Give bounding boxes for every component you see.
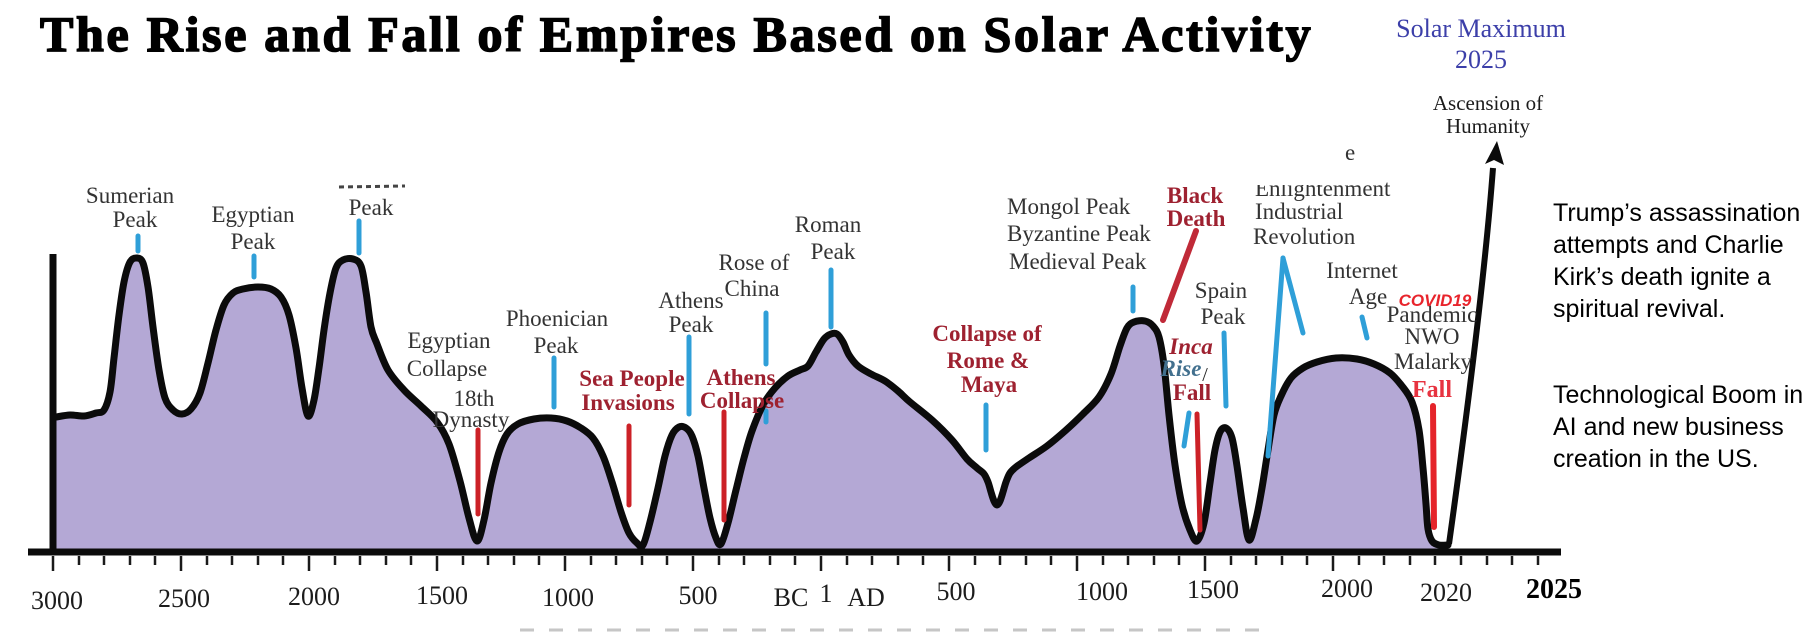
svg-text:Athens: Athens — [706, 365, 775, 390]
svg-text:Phoenician: Phoenician — [506, 306, 609, 331]
svg-text:Peak: Peak — [669, 312, 714, 337]
svg-text:Byzantine Peak: Byzantine Peak — [1007, 221, 1151, 246]
svg-text:Peak: Peak — [231, 229, 276, 254]
svg-text:Black: Black — [1167, 183, 1223, 208]
svg-text:Sea People: Sea People — [579, 366, 684, 391]
svg-text:2020: 2020 — [1420, 578, 1472, 607]
svg-text:Revolution: Revolution — [1253, 224, 1356, 249]
svg-text:Peak: Peak — [349, 195, 394, 220]
svg-text:1500: 1500 — [416, 581, 468, 610]
svg-text:Kirk’s death ignite a: Kirk’s death ignite a — [1553, 263, 1771, 291]
svg-text:2000: 2000 — [288, 582, 340, 611]
svg-text:Egyptian: Egyptian — [407, 328, 491, 353]
svg-text:/: / — [1202, 364, 1208, 386]
svg-text:Roman: Roman — [795, 212, 862, 237]
svg-text:NWO: NWO — [1405, 324, 1460, 349]
svg-text:Sumerian: Sumerian — [86, 183, 175, 208]
svg-text:Medieval Peak: Medieval Peak — [1009, 249, 1147, 274]
svg-text:1000: 1000 — [542, 583, 594, 612]
svg-text:e: e — [1345, 140, 1355, 165]
svg-text:China: China — [725, 276, 780, 301]
svg-text:Dynasty: Dynasty — [433, 407, 510, 432]
svg-text:Rise: Rise — [1160, 356, 1202, 381]
svg-text:Athens: Athens — [658, 288, 723, 313]
svg-text:2025: 2025 — [1526, 574, 1582, 605]
svg-text:Industrial: Industrial — [1255, 199, 1343, 224]
svg-text:18th: 18th — [454, 386, 495, 411]
svg-text:AD: AD — [847, 583, 885, 612]
svg-text:Collapse: Collapse — [700, 388, 784, 413]
svg-text:3000: 3000 — [31, 586, 83, 615]
svg-text:Fall: Fall — [1173, 380, 1211, 405]
svg-text:Collapse: Collapse — [407, 356, 488, 381]
svg-text:1: 1 — [820, 579, 833, 608]
svg-text:Peak: Peak — [811, 239, 856, 264]
svg-text:spiritual revival.: spiritual revival. — [1553, 295, 1725, 323]
svg-text:Mongol Peak: Mongol Peak — [1007, 194, 1131, 219]
svg-text:500: 500 — [679, 581, 718, 610]
svg-text:Ascension of: Ascension of — [1433, 91, 1543, 115]
svg-text:Peak: Peak — [534, 333, 579, 358]
svg-text:Technological Boom in: Technological Boom in — [1553, 381, 1803, 409]
svg-text:2025: 2025 — [1455, 45, 1507, 74]
svg-text:Age: Age — [1349, 284, 1387, 309]
svg-text:2000: 2000 — [1321, 574, 1373, 603]
svg-text:attempts and Charlie: attempts and Charlie — [1553, 231, 1784, 259]
svg-text:Collapse of: Collapse of — [932, 321, 1042, 346]
svg-text:Internet: Internet — [1326, 258, 1398, 283]
svg-text:Malarky: Malarky — [1394, 349, 1472, 374]
svg-text:Rome &: Rome & — [947, 348, 1029, 373]
svg-text:1000: 1000 — [1076, 577, 1128, 606]
svg-text:AI and new business: AI and new business — [1553, 413, 1784, 441]
svg-text:Solar Maximum: Solar Maximum — [1396, 14, 1566, 43]
svg-text:COVID19: COVID19 — [1399, 291, 1472, 310]
svg-text:Death: Death — [1167, 206, 1226, 231]
svg-text:Trump’s assassination: Trump’s assassination — [1553, 199, 1800, 227]
svg-text:Rose of: Rose of — [719, 250, 790, 275]
svg-text:Peak: Peak — [1201, 304, 1246, 329]
svg-text:Inca: Inca — [1168, 334, 1212, 359]
svg-text:The Rise and Fall of Empires B: The Rise and Fall of Empires Based on So… — [40, 6, 1313, 62]
svg-text:Fall: Fall — [1412, 377, 1452, 403]
svg-text:1500: 1500 — [1187, 575, 1239, 604]
svg-text:2500: 2500 — [158, 584, 210, 613]
svg-text:Peak: Peak — [113, 207, 158, 232]
svg-text:Humanity: Humanity — [1446, 114, 1530, 138]
svg-text:Pandemic: Pandemic — [1387, 302, 1478, 327]
svg-text:BC: BC — [774, 583, 809, 612]
svg-text:Egyptian: Egyptian — [211, 202, 295, 227]
svg-text:Invasions: Invasions — [581, 390, 674, 415]
svg-text:creation in the US.: creation in the US. — [1553, 445, 1759, 473]
svg-text:500: 500 — [937, 577, 976, 606]
svg-text:Spain: Spain — [1195, 278, 1248, 303]
svg-text:Maya: Maya — [961, 372, 1018, 397]
